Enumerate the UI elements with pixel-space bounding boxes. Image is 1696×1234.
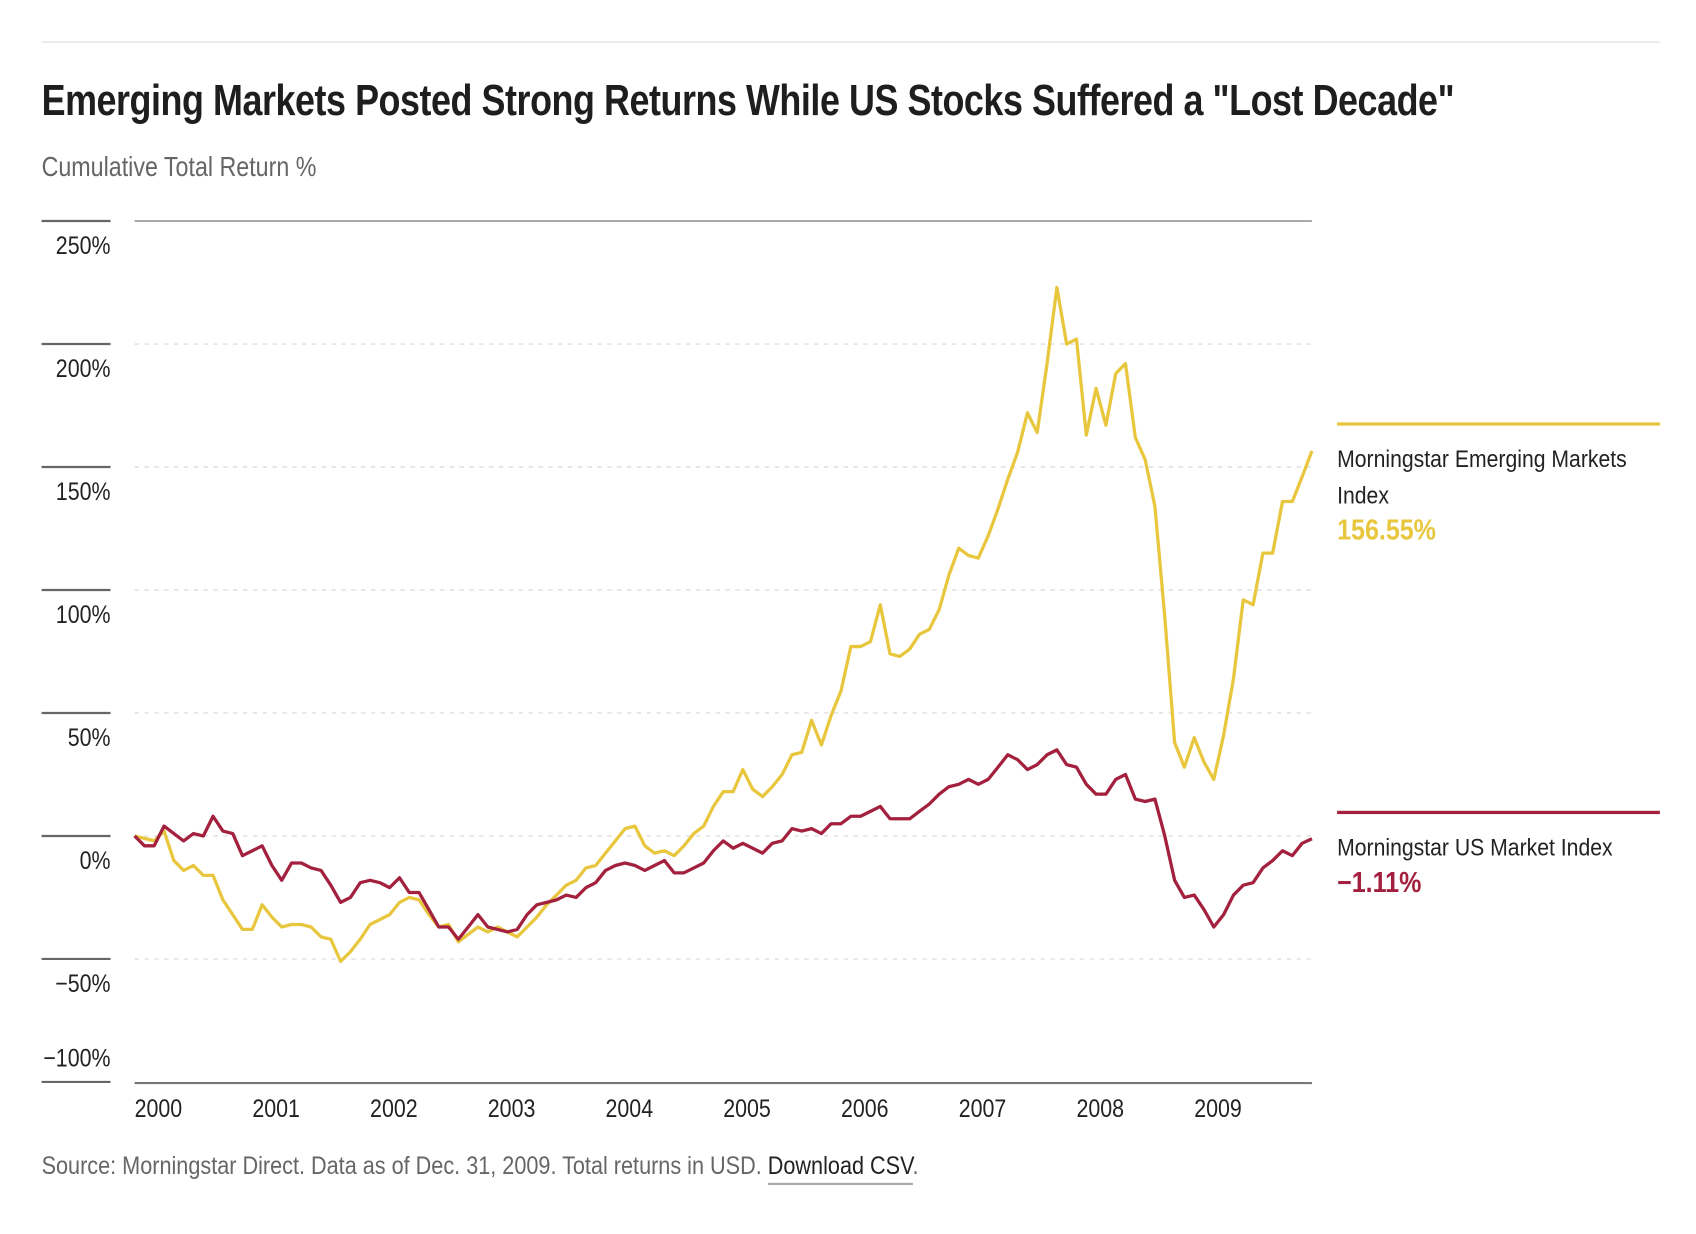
legend-swatch-emerging xyxy=(1337,422,1660,426)
legend-emerging: Morningstar Emerging Markets Index 156.5… xyxy=(1337,422,1665,547)
x-tick-label: 2002 xyxy=(370,1095,418,1123)
chart-subtitle: Cumulative Total Return % xyxy=(41,152,317,183)
x-tick-label: 2008 xyxy=(1076,1095,1124,1123)
x-tick-label: 2007 xyxy=(959,1095,1007,1123)
series-line-us-market xyxy=(133,748,1313,941)
source-note: Source: Morningstar Direct. Data as of D… xyxy=(41,1151,919,1186)
top-divider xyxy=(41,41,1660,43)
series-line-emerging-markets xyxy=(134,285,1314,964)
x-tick-label: 2003 xyxy=(488,1095,536,1123)
source-trailing: . xyxy=(912,1151,919,1180)
y-tick-label: 50% xyxy=(68,723,111,751)
y-tick-label: −50% xyxy=(55,969,110,997)
x-tick-label: 2000 xyxy=(135,1095,183,1123)
x-tick-label: 2009 xyxy=(1194,1095,1242,1123)
source-text: Source: Morningstar Direct. Data as of D… xyxy=(41,1151,762,1180)
x-tick-label: 2001 xyxy=(252,1095,300,1123)
x-tick-label: 2006 xyxy=(841,1095,889,1123)
legend-label-emerging: Morningstar Emerging Markets Index xyxy=(1337,445,1627,509)
legend-us: Morningstar US Market Index −1.11% xyxy=(1337,810,1665,900)
x-tick-label: 2004 xyxy=(606,1095,654,1123)
x-tick-label: 2005 xyxy=(723,1095,771,1123)
legend-swatch-us xyxy=(1337,810,1660,815)
download-csv-link[interactable]: Download CSV xyxy=(768,1151,913,1186)
legend-label-us: Morningstar US Market Index xyxy=(1337,833,1613,862)
chart-title: Emerging Markets Posted Strong Returns W… xyxy=(41,76,1455,125)
y-tick-label: −100% xyxy=(43,1044,110,1072)
legend-value-us: −1.11% xyxy=(1337,865,1422,899)
y-tick-label: 250% xyxy=(56,231,111,259)
legend-value-emerging: 156.55% xyxy=(1337,513,1436,547)
y-tick-label: 0% xyxy=(80,846,111,874)
y-tick-label: 150% xyxy=(56,477,111,505)
y-tick-label: 100% xyxy=(56,600,111,628)
y-tick-label: 200% xyxy=(56,354,111,382)
